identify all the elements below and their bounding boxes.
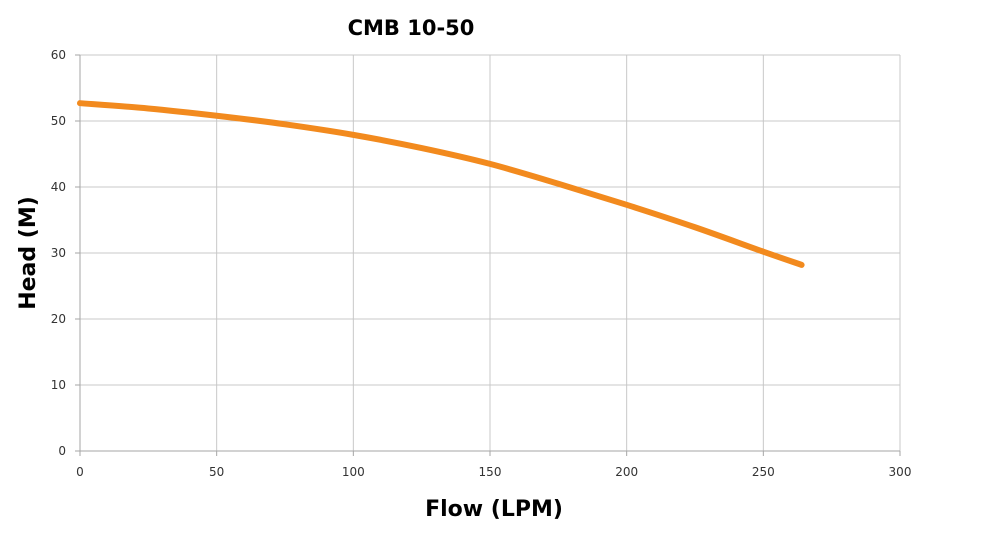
data-point	[77, 100, 83, 106]
axes	[75, 54, 901, 456]
x-tick-label: 200	[615, 465, 638, 479]
tick-labels: 0 10 20 30 40 50 60 0 50 100 150 200 250 300	[51, 48, 912, 479]
y-tick-label: 20	[51, 312, 66, 326]
x-tick-label: 50	[209, 465, 224, 479]
series-line	[77, 100, 805, 268]
y-tick-label: 0	[58, 444, 66, 458]
data-point	[214, 113, 220, 119]
data-point	[624, 202, 630, 208]
y-tick-label: 30	[51, 246, 66, 260]
x-tick-label: 150	[479, 465, 502, 479]
y-tick-label: 40	[51, 180, 66, 194]
data-point	[799, 262, 805, 268]
series-layer	[77, 100, 805, 268]
grid-lines	[80, 54, 901, 451]
data-point	[692, 224, 698, 230]
data-point	[487, 161, 493, 167]
data-point	[350, 132, 356, 138]
data-point	[760, 249, 766, 255]
data-point	[419, 145, 425, 151]
data-point	[555, 181, 561, 187]
x-tick-label: 100	[342, 465, 365, 479]
x-tick-label: 300	[889, 465, 912, 479]
y-tick-label: 10	[51, 378, 66, 392]
chart-title: CMB 10-50	[348, 16, 475, 40]
data-point	[145, 105, 151, 111]
y-axis-title: Head (M)	[16, 196, 41, 310]
x-tick-label: 250	[752, 465, 775, 479]
y-tick-label: 60	[51, 48, 66, 62]
x-tick-label: 0	[76, 465, 84, 479]
y-tick-label: 50	[51, 114, 66, 128]
x-axis-title: Flow (LPM)	[425, 497, 563, 522]
data-point	[282, 121, 288, 127]
